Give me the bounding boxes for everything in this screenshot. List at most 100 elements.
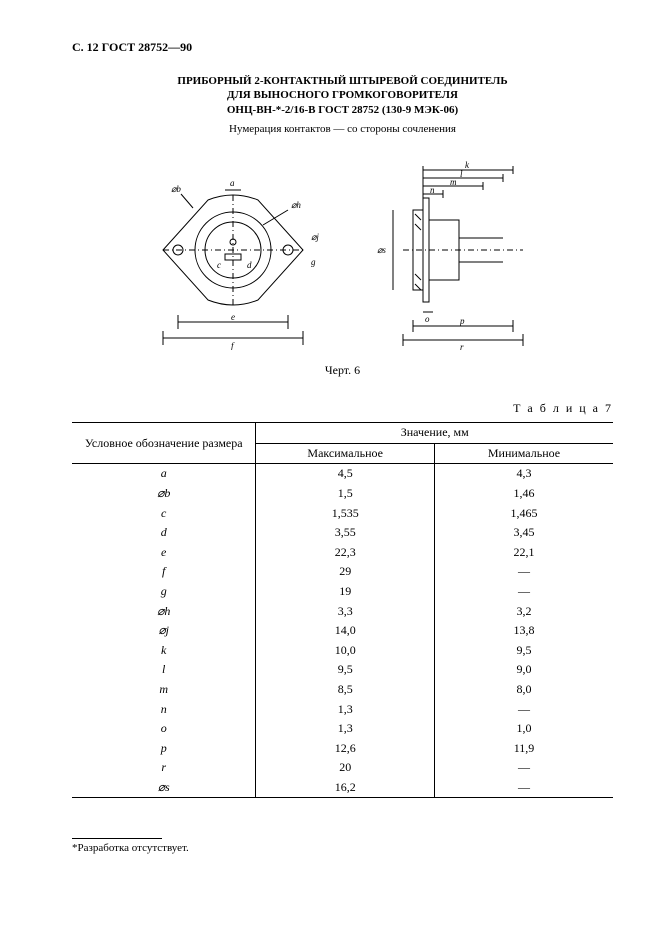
svg-text:p: p xyxy=(459,316,465,326)
dim-max: 8,5 xyxy=(256,680,435,700)
table-row: g19— xyxy=(72,582,613,602)
dim-label: p xyxy=(72,739,256,759)
dim-label: ⌀h xyxy=(72,602,256,622)
dim-min: 11,9 xyxy=(434,739,613,759)
svg-text:⌀h: ⌀h xyxy=(291,200,301,210)
svg-text:k: k xyxy=(465,160,470,170)
dim-max: 1,3 xyxy=(256,719,435,739)
dim-max: 19 xyxy=(256,582,435,602)
figure-caption: Черт. 6 xyxy=(72,363,613,379)
dim-min: 22,1 xyxy=(434,543,613,563)
subtitle: Нумерация контактов — со стороны сочлене… xyxy=(72,122,613,136)
dim-label: d xyxy=(72,523,256,543)
svg-text:e: e xyxy=(231,312,235,322)
svg-text:g: g xyxy=(311,257,316,267)
dimensions-table: Условное обозначение размера Значение, м… xyxy=(72,422,613,798)
table-label: Т а б л и ц а 7 xyxy=(72,401,613,417)
table-row: ⌀s16,2— xyxy=(72,778,613,798)
dim-min: — xyxy=(434,778,613,798)
dim-min: — xyxy=(434,758,613,778)
dim-max: 12,6 xyxy=(256,739,435,759)
dim-label: m xyxy=(72,680,256,700)
title-line-2: ДЛЯ ВЫНОСНОГО ГРОМКОГОВОРИТЕЛЯ xyxy=(72,88,613,103)
title-line-1: ПРИБОРНЫЙ 2-КОНТАКТНЫЙ ШТЫРЕВОЙ СОЕДИНИТ… xyxy=(72,74,613,89)
table-row: ⌀b1,51,46 xyxy=(72,484,613,504)
dim-max: 1,5 xyxy=(256,484,435,504)
dim-min: — xyxy=(434,700,613,720)
dim-max: 14,0 xyxy=(256,621,435,641)
dim-label: k xyxy=(72,641,256,661)
table-row: r20— xyxy=(72,758,613,778)
dim-label: ⌀j xyxy=(72,621,256,641)
table-row: o1,31,0 xyxy=(72,719,613,739)
dim-label: n xyxy=(72,700,256,720)
svg-text:d: d xyxy=(247,260,252,270)
table-row: c1,5351,465 xyxy=(72,504,613,524)
table-row: ⌀h3,33,2 xyxy=(72,602,613,622)
connector-drawing: a ⌀b ⌀h ⌀j g e f d c xyxy=(133,150,553,350)
dim-label: e xyxy=(72,543,256,563)
svg-text:c: c xyxy=(217,260,221,270)
dim-label: a xyxy=(72,464,256,484)
dim-min: 8,0 xyxy=(434,680,613,700)
dim-label: g xyxy=(72,582,256,602)
table-row: m8,58,0 xyxy=(72,680,613,700)
dim-min: 1,0 xyxy=(434,719,613,739)
svg-text:⌀b: ⌀b xyxy=(171,184,181,194)
dim-min: 1,46 xyxy=(434,484,613,504)
footnote-rule xyxy=(72,838,162,839)
dim-max: 29 xyxy=(256,562,435,582)
dim-max: 9,5 xyxy=(256,660,435,680)
table-row: k10,09,5 xyxy=(72,641,613,661)
title-line-3: ОНЦ-ВН-*-2/16-В ГОСТ 28752 (130-9 МЭК-06… xyxy=(72,103,613,118)
dim-label: l xyxy=(72,660,256,680)
dim-max: 10,0 xyxy=(256,641,435,661)
svg-text:n: n xyxy=(430,185,435,195)
table-row: a4,54,3 xyxy=(72,464,613,484)
dim-label: ⌀b xyxy=(72,484,256,504)
dim-min: 3,45 xyxy=(434,523,613,543)
dim-min: 9,5 xyxy=(434,641,613,661)
dim-min: 13,8 xyxy=(434,621,613,641)
col-header-label: Условное обозначение размера xyxy=(72,423,256,464)
dim-label: c xyxy=(72,504,256,524)
svg-text:⌀s: ⌀s xyxy=(377,245,386,255)
dim-max: 3,55 xyxy=(256,523,435,543)
dim-max: 3,3 xyxy=(256,602,435,622)
table-row: f29— xyxy=(72,562,613,582)
dim-label: o xyxy=(72,719,256,739)
dim-max: 16,2 xyxy=(256,778,435,798)
svg-text:o: o xyxy=(425,314,430,324)
table-row: ⌀j14,013,8 xyxy=(72,621,613,641)
dim-label: r xyxy=(72,758,256,778)
dim-min: 3,2 xyxy=(434,602,613,622)
col-header-value: Значение, мм xyxy=(256,423,613,444)
dim-max: 1,3 xyxy=(256,700,435,720)
footnote: *Разработка отсутствует. xyxy=(72,841,613,855)
dim-min: 4,3 xyxy=(434,464,613,484)
table-row: p12,611,9 xyxy=(72,739,613,759)
svg-text:a: a xyxy=(230,178,235,188)
svg-text:r: r xyxy=(460,342,464,350)
svg-text:f: f xyxy=(231,341,235,350)
dim-min: — xyxy=(434,562,613,582)
col-header-min: Минимальное xyxy=(434,443,613,464)
dim-label: ⌀s xyxy=(72,778,256,798)
figure: a ⌀b ⌀h ⌀j g e f d c xyxy=(72,150,613,355)
dim-max: 20 xyxy=(256,758,435,778)
table-row: d3,553,45 xyxy=(72,523,613,543)
table-row: n1,3— xyxy=(72,700,613,720)
svg-text:⌀j: ⌀j xyxy=(311,232,319,242)
dim-max: 1,535 xyxy=(256,504,435,524)
title-block: ПРИБОРНЫЙ 2-КОНТАКТНЫЙ ШТЫРЕВОЙ СОЕДИНИТ… xyxy=(72,74,613,119)
dim-min: — xyxy=(434,582,613,602)
table-row: e22,322,1 xyxy=(72,543,613,563)
page-header: С. 12 ГОСТ 28752—90 xyxy=(72,40,613,56)
svg-text:m: m xyxy=(450,177,457,187)
dim-max: 4,5 xyxy=(256,464,435,484)
dim-min: 9,0 xyxy=(434,660,613,680)
dim-max: 22,3 xyxy=(256,543,435,563)
table-body: a4,54,3⌀b1,51,46c1,5351,465d3,553,45e22,… xyxy=(72,464,613,798)
dim-min: 1,465 xyxy=(434,504,613,524)
table-row: l9,59,0 xyxy=(72,660,613,680)
